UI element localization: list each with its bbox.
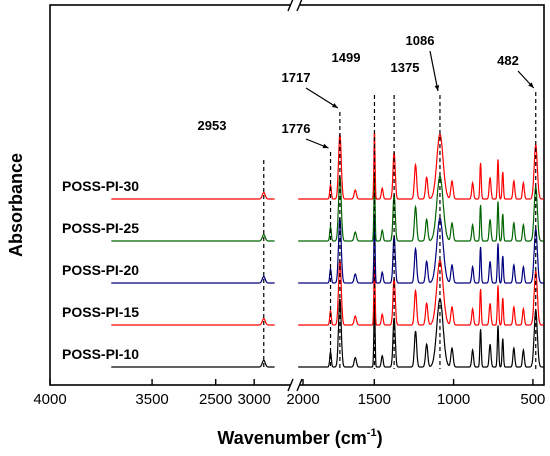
axis-break-gap — [290, 382, 300, 388]
peak-label: 1717 — [282, 70, 311, 85]
x-tick-label: 1000 — [437, 391, 470, 408]
peak-arrowhead — [528, 82, 534, 88]
series-label: POSS-PI-15 — [62, 304, 139, 320]
peak-arrowhead — [331, 103, 338, 108]
series-line — [298, 132, 544, 200]
series-line — [111, 318, 275, 326]
peak-arrowhead — [434, 85, 440, 91]
x-tick-label: 4000 — [33, 391, 66, 408]
axis-break-mark — [287, 0, 303, 12]
axis-break-mark — [287, 378, 303, 392]
series-label: POSS-PI-25 — [62, 220, 139, 236]
series-label: POSS-PI-20 — [62, 262, 139, 278]
peak-arrow — [305, 87, 339, 109]
series-line — [298, 216, 544, 284]
y-axis-title: Absorbance — [6, 153, 26, 257]
plot-frame — [49, 4, 545, 386]
x-tick-label: 2500 — [199, 391, 232, 408]
peak-label: 1776 — [282, 121, 311, 136]
peak-label: 482 — [497, 53, 519, 68]
series-line — [111, 359, 275, 368]
peak-arrowhead — [322, 143, 329, 149]
series-label: POSS-PI-10 — [62, 346, 139, 362]
x-tick-label: 1500 — [358, 391, 391, 408]
series-label: POSS-PI-30 — [62, 178, 139, 194]
series-line — [111, 234, 275, 242]
peak-label: 1375 — [391, 60, 420, 75]
axis-break-gap — [290, 2, 300, 8]
series-line — [298, 297, 544, 368]
x-tick-label: 2000 — [286, 391, 319, 408]
series-line — [111, 276, 275, 284]
peak-label: 1086 — [406, 33, 435, 48]
x-axis-title: Wavenumber (cm-1) — [217, 427, 382, 448]
series-line — [298, 174, 544, 242]
x-tick-label: 3500 — [135, 391, 168, 408]
series-line — [298, 258, 544, 326]
peak-arrow — [429, 50, 439, 92]
peak-label: 1499 — [332, 50, 361, 65]
peak-label: 2953 — [198, 118, 227, 133]
x-tick-label: 500 — [520, 391, 545, 408]
x-tick-label: 3000 — [237, 391, 270, 408]
series-line — [111, 192, 275, 200]
